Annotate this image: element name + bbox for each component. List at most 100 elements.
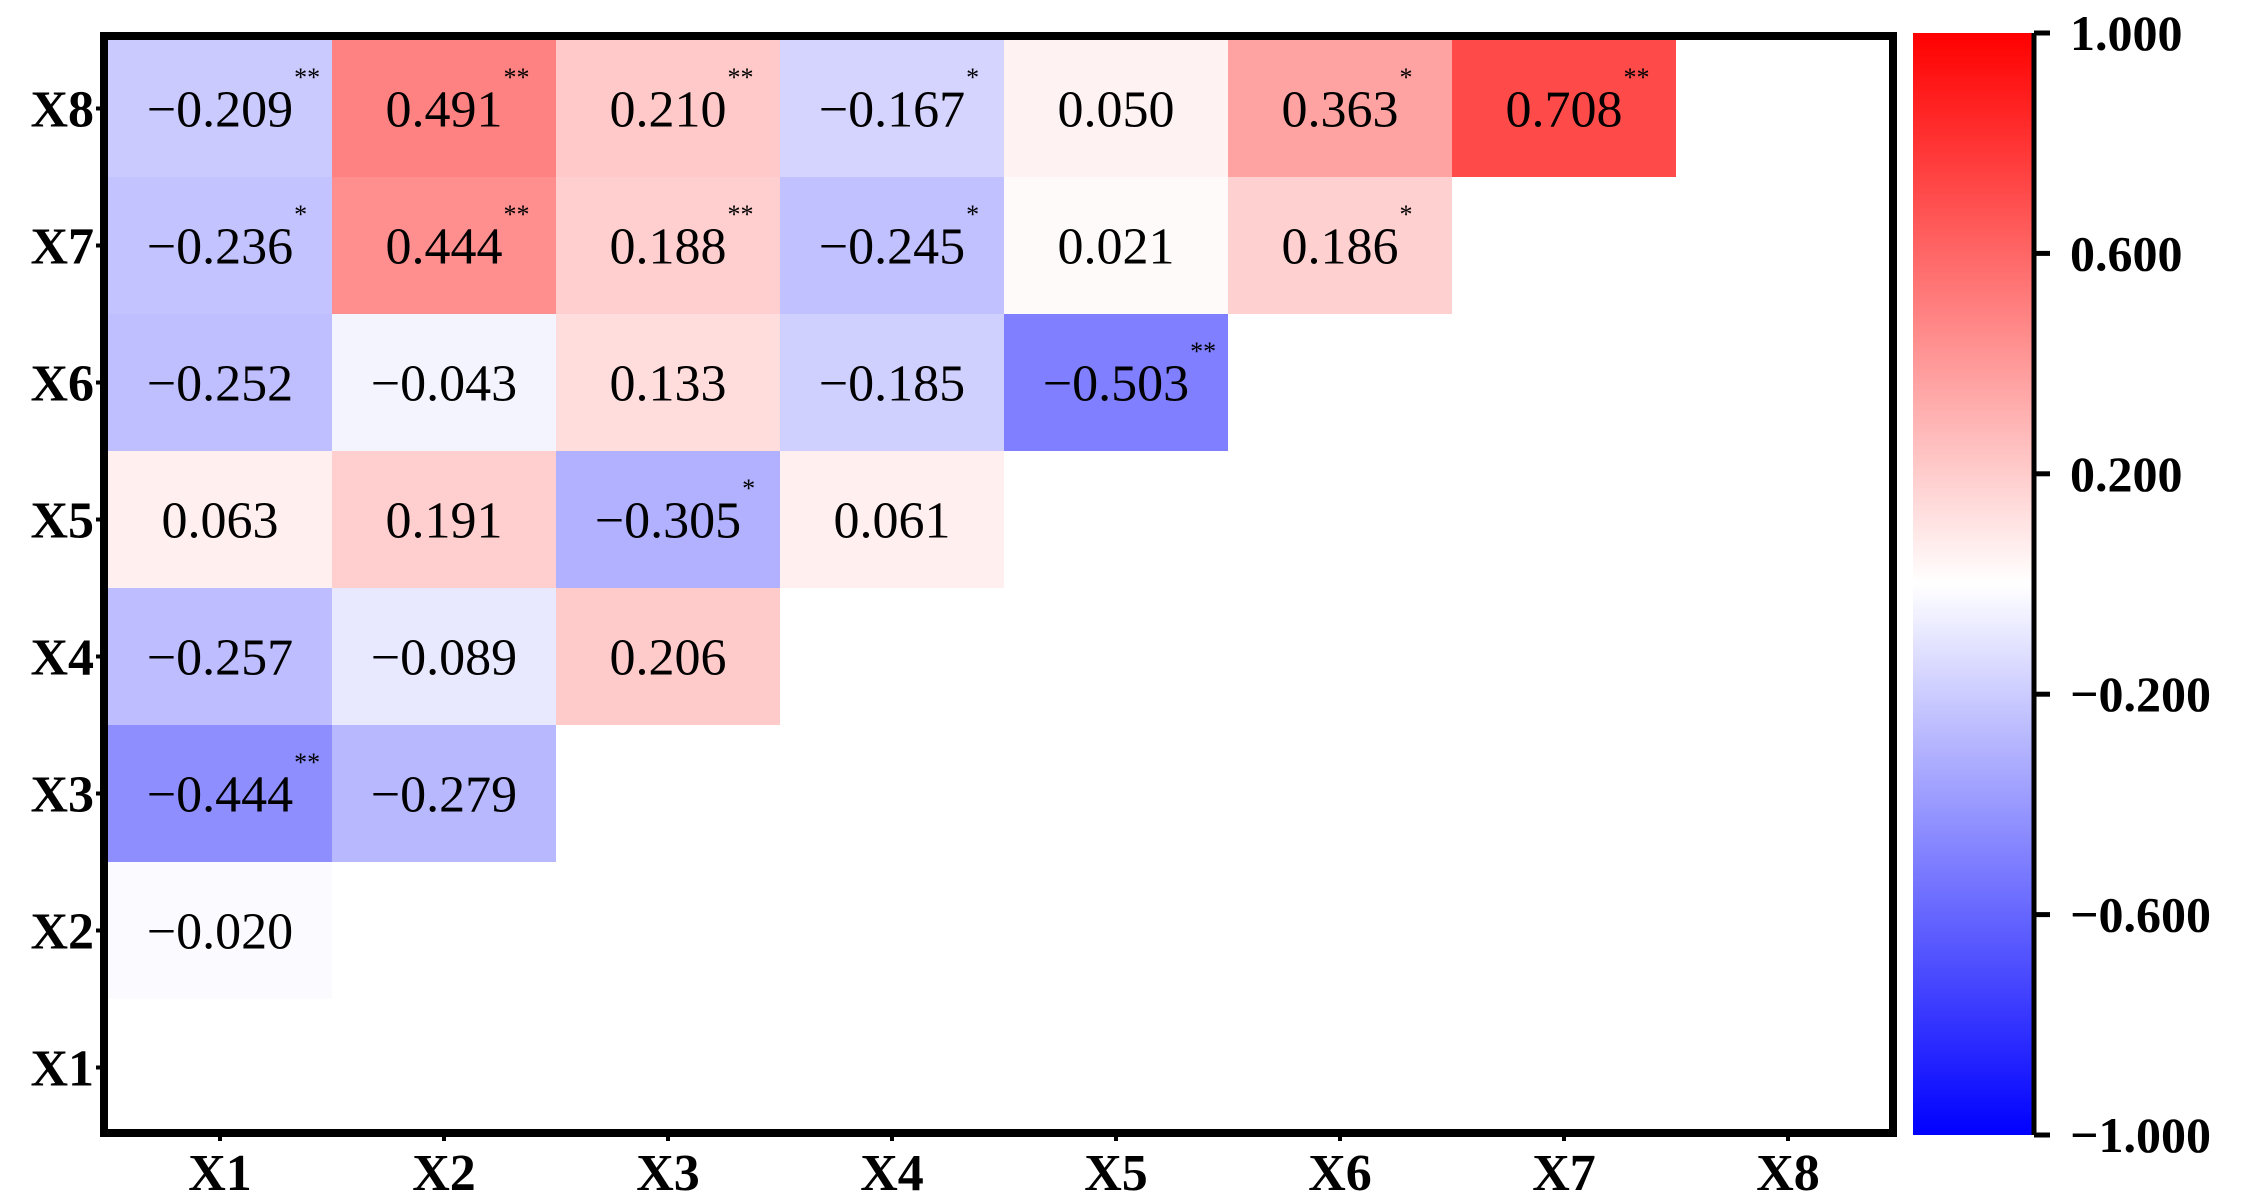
significance-marker: **	[294, 63, 320, 92]
cell-value-label: −0.503	[1043, 356, 1189, 413]
heatmap-cell-x6-x5	[1004, 314, 1228, 451]
cell-value-label: −0.305	[595, 493, 741, 550]
colorbar-gradient	[1913, 33, 2032, 1135]
heatmap-cell-x6-x3	[556, 314, 780, 451]
cell-value-label: 0.210	[610, 82, 727, 139]
heatmap-cell-x7-x3	[556, 177, 780, 314]
cell-value-label: 0.206	[610, 630, 727, 687]
cell-value-label: 0.063	[162, 493, 279, 550]
x-tick-label-x2: X2	[412, 1145, 476, 1198]
colorbar-tick-label: −0.200	[2070, 666, 2211, 722]
colorbar-tick-label: 0.600	[2070, 225, 2183, 281]
cell-value-label: −0.167	[819, 82, 965, 139]
plot-frame	[100, 32, 1897, 1137]
cell-value-label: 0.133	[610, 356, 727, 413]
heatmap-cell-x7-x5	[1004, 177, 1228, 314]
y-tick-label-x1: X1	[30, 1041, 94, 1098]
cell-value-label: −0.257	[147, 630, 293, 687]
y-tick-label-x6: X6	[30, 356, 94, 413]
heatmap-cell-x5-x2	[332, 451, 556, 588]
y-tick-label-x2: X2	[30, 904, 94, 961]
cell-value-label: −0.185	[819, 356, 965, 413]
heatmap-cell-x8-x7	[1452, 40, 1676, 177]
significance-marker: **	[1190, 337, 1216, 366]
heatmap-cell-x4-x2	[332, 588, 556, 725]
colorbar-tick-label: 1.000	[2070, 5, 2183, 61]
y-tick-label-x5: X5	[30, 493, 94, 550]
cell-value-label: 0.491	[386, 82, 503, 139]
significance-marker: *	[966, 63, 979, 92]
cell-value-label: 0.708	[1506, 82, 1623, 139]
heatmap-cell-x6-x2	[332, 314, 556, 451]
heatmap-cell-x8-x1	[108, 40, 332, 177]
x-tick-label-x7: X7	[1532, 1145, 1596, 1198]
heatmap-cell-labels: −0.020−0.444**−0.279−0.257 −0.089 0.2060.0…	[147, 63, 1650, 961]
y-tick-label-x8: X8	[30, 82, 94, 139]
x-tick-label-x3: X3	[636, 1145, 700, 1198]
cell-value-label: 0.050	[1058, 82, 1175, 139]
heatmap-cell-x4-x3	[556, 588, 780, 725]
y-tick-label-x4: X4	[30, 630, 94, 687]
y-axis: X1 X2 X3 X4 X5 X6 X7 X8	[30, 82, 104, 1098]
cell-value-label: −0.020	[147, 904, 293, 961]
x-tick-label-x4: X4	[860, 1145, 924, 1198]
heatmap-cell-x7-x4	[780, 177, 1004, 314]
significance-marker: *	[1400, 63, 1413, 92]
cell-value-label: 0.188	[610, 219, 727, 276]
heatmap-cell-x3-x2	[332, 725, 556, 862]
significance-marker: **	[504, 200, 530, 229]
heatmap-cell-x5-x1	[108, 451, 332, 588]
significance-marker: *	[966, 200, 979, 229]
colorbar-tick-label: −1.000	[2070, 1107, 2211, 1163]
cell-value-label: −0.043	[371, 356, 517, 413]
significance-marker: *	[1400, 200, 1413, 229]
y-tick-label-x3: X3	[30, 767, 94, 824]
heatmap-cell-x2-x1	[108, 862, 332, 999]
significance-marker: **	[728, 200, 754, 229]
cell-value-label: −0.444	[147, 767, 293, 824]
cell-value-label: 0.191	[386, 493, 503, 550]
x-tick-label-x6: X6	[1308, 1145, 1372, 1198]
heatmap-cell-x7-x2	[332, 177, 556, 314]
y-tick-label-x7: X7	[30, 219, 94, 276]
heatmap-cell-x6-x1	[108, 314, 332, 451]
cell-value-label: 0.021	[1058, 219, 1175, 276]
heatmap-cell-x4-x1	[108, 588, 332, 725]
x-tick-label-x5: X5	[1084, 1145, 1148, 1198]
heatmap-cell-x8-x4	[780, 40, 1004, 177]
x-axis: X1 X2 X3 X4 X5 X6 X7 X8	[188, 1133, 1820, 1198]
heatmap-cell-x5-x3	[556, 451, 780, 588]
heatmap-cell-x8-x2	[332, 40, 556, 177]
significance-marker: *	[294, 200, 307, 229]
cell-value-label: 0.061	[834, 493, 951, 550]
cell-value-label: −0.209	[147, 82, 293, 139]
colorbar: 1.000 0.600 0.200 −0.200 −0.600 −1.000	[1913, 5, 2211, 1163]
x-tick-label-x1: X1	[188, 1145, 252, 1198]
cell-value-label: 0.363	[1282, 82, 1399, 139]
cell-value-label: −0.089	[371, 630, 517, 687]
significance-marker: *	[742, 474, 755, 503]
cell-value-label: −0.236	[147, 219, 293, 276]
significance-marker: **	[504, 63, 530, 92]
significance-marker: **	[294, 748, 320, 777]
colorbar-tick-label: −0.600	[2070, 887, 2211, 943]
heatmap-cell-x7-x6	[1228, 177, 1452, 314]
significance-marker: **	[728, 63, 754, 92]
cell-value-label: 0.186	[1282, 219, 1399, 276]
heatmap-cell-x8-x6	[1228, 40, 1452, 177]
heatmap-cell-x8-x3	[556, 40, 780, 177]
cell-value-label: 0.444	[386, 219, 503, 276]
cell-value-label: −0.252	[147, 356, 293, 413]
heatmap-cell-x6-x4	[780, 314, 1004, 451]
heatmap-cell-x3-x1	[108, 725, 332, 862]
heatmap-cell-x8-x5	[1004, 40, 1228, 177]
significance-marker: **	[1624, 63, 1650, 92]
heatmap-cell-x7-x1	[108, 177, 332, 314]
x-tick-label-x8: X8	[1756, 1145, 1820, 1198]
cell-value-label: −0.245	[819, 219, 965, 276]
heatmap-cells	[108, 40, 1676, 999]
colorbar-tick-label: 0.200	[2070, 446, 2183, 502]
heatmap-cell-x5-x4	[780, 451, 1004, 588]
cell-value-label: −0.279	[371, 767, 517, 824]
